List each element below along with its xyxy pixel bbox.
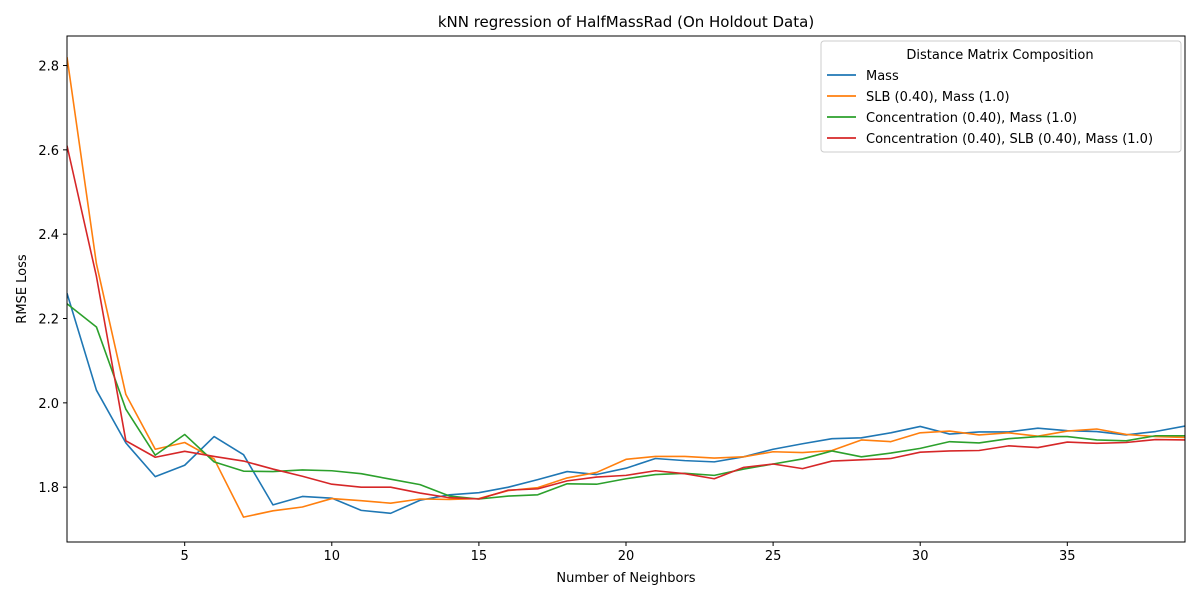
x-tick-label: 5: [181, 549, 189, 564]
legend-title: Distance Matrix Composition: [906, 48, 1093, 63]
plot-frame: [66, 35, 1186, 543]
series-line-4: [67, 145, 1185, 500]
x-tick-label: 35: [1059, 549, 1076, 564]
series-line-3: [67, 303, 1185, 500]
x-tick-label: 20: [618, 549, 635, 564]
x-axis: 5 10 15 20 25 30 35: [181, 542, 1076, 564]
legend: Distance Matrix Composition Mass SLB (0.4…: [820, 40, 1182, 153]
legend-box: [820, 40, 1182, 153]
y-tick-label: 2.0: [38, 397, 59, 412]
series-line-1: [67, 292, 1185, 515]
x-tick-label: 25: [765, 549, 782, 564]
plot-area: [67, 56, 1185, 518]
legend-label: Concentration (0.40), SLB (0.40), Mass (…: [866, 132, 1153, 147]
chart-title: kNN regression of HalfMassRad (On Holdou…: [438, 13, 814, 31]
legend-label: Concentration (0.40), Mass (1.0): [866, 111, 1077, 126]
x-tick-label: 30: [912, 549, 929, 564]
legend-label: SLB (0.40), Mass (1.0): [866, 90, 1010, 105]
x-tick-label: 10: [324, 549, 341, 564]
y-tick-label: 2.2: [38, 313, 59, 328]
y-tick-label: 1.8: [38, 481, 59, 496]
y-axis-label: RMSE Loss: [15, 254, 30, 324]
y-axis: 1.8 2.0 2.2 2.4 2.6 2.8: [38, 60, 67, 496]
legend-label: Mass: [866, 69, 899, 84]
y-tick-label: 2.4: [38, 228, 59, 243]
series-line-2: [67, 56, 1185, 518]
x-tick-label: 15: [471, 549, 488, 564]
y-tick-label: 2.8: [38, 60, 59, 75]
x-axis-label: Number of Neighbors: [556, 571, 695, 586]
y-tick-label: 2.6: [38, 144, 59, 159]
